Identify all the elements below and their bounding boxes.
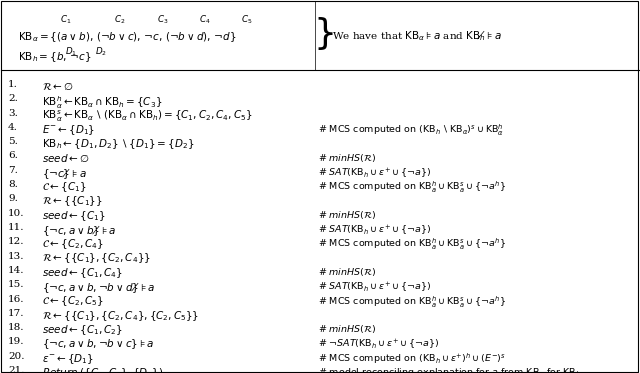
Text: $\# \; \mathit{minHS}(\mathcal{R})$: $\# \; \mathit{minHS}(\mathcal{R})$ (318, 151, 376, 163)
Text: $\# \; \mathit{SAT}(\mathrm{KB}_{h} \cup \epsilon^{+} \cup \{\neg a\})$: $\# \; \mathit{SAT}(\mathrm{KB}_{h} \cup… (318, 280, 431, 294)
Text: $\# \text{ model reconciling explanation for } a \text{ from } \mathrm{KB}_{\alp: $\# \text{ model reconciling explanation… (318, 366, 581, 373)
Text: 10.: 10. (8, 209, 24, 218)
Text: We have that $\mathrm{KB}_{\alpha} \models a$ and $\mathrm{KB}_{h} \not\models a: We have that $\mathrm{KB}_{\alpha} \mode… (332, 29, 502, 43)
Text: $\mathit{seed} \leftarrow \{C_1\}$: $\mathit{seed} \leftarrow \{C_1\}$ (42, 209, 106, 223)
Text: $D_2$: $D_2$ (95, 45, 107, 57)
Text: $\mathit{seed} \leftarrow \{C_1, C_4\}$: $\mathit{seed} \leftarrow \{C_1, C_4\}$ (42, 266, 123, 280)
Text: $\}$: $\}$ (313, 16, 333, 53)
Text: 2.: 2. (8, 94, 18, 103)
Text: 15.: 15. (8, 280, 24, 289)
Text: $\mathrm{KB}_{\alpha}^{s} \leftarrow \mathrm{KB}_{\alpha} \setminus (\mathrm{KB}: $\mathrm{KB}_{\alpha}^{s} \leftarrow \ma… (42, 109, 253, 124)
Text: 14.: 14. (8, 266, 24, 275)
Text: 19.: 19. (8, 338, 24, 347)
Text: $C_3$: $C_3$ (157, 13, 169, 25)
Text: 18.: 18. (8, 323, 24, 332)
Text: $\mathrm{KB}_{h} = \{b,\,\neg c\}$: $\mathrm{KB}_{h} = \{b,\,\neg c\}$ (18, 50, 92, 64)
Text: $\epsilon^{-} \leftarrow \{D_1\}$: $\epsilon^{-} \leftarrow \{D_1\}$ (42, 352, 94, 366)
Text: $\mathcal{C} \leftarrow \{C_1\}$: $\mathcal{C} \leftarrow \{C_1\}$ (42, 180, 86, 194)
Text: 21.: 21. (8, 366, 24, 373)
Text: $\# \; \neg\mathit{SAT}(\mathrm{KB}_{h} \cup \epsilon^{+} \cup \{\neg a\})$: $\# \; \neg\mathit{SAT}(\mathrm{KB}_{h} … (318, 338, 439, 351)
Text: $C_4$: $C_4$ (199, 13, 211, 25)
Text: 8.: 8. (8, 180, 18, 189)
Text: $\{\neg c\} \not\models a$: $\{\neg c\} \not\models a$ (42, 166, 86, 181)
Text: $\# \text{ MCS computed on } \mathrm{KB}_{a}^{h} \cup \mathrm{KB}_{a}^{s} \cup \: $\# \text{ MCS computed on } \mathrm{KB}… (318, 237, 506, 253)
Text: $E^{-} \leftarrow \{D_1\}$: $E^{-} \leftarrow \{D_1\}$ (42, 123, 95, 137)
Text: 7.: 7. (8, 166, 18, 175)
Text: 3.: 3. (8, 109, 18, 117)
Text: $\mathcal{C} \leftarrow \{C_2, C_4\}$: $\mathcal{C} \leftarrow \{C_2, C_4\}$ (42, 237, 104, 251)
Text: $\# \text{ MCS computed on } \mathrm{KB}_{a}^{h} \cup \mathrm{KB}_{a}^{s} \cup \: $\# \text{ MCS computed on } \mathrm{KB}… (318, 295, 506, 310)
Text: $\# \; \mathit{minHS}(\mathcal{R})$: $\# \; \mathit{minHS}(\mathcal{R})$ (318, 266, 376, 278)
Text: $\# \text{ MCS computed on } \mathrm{KB}_{a}^{h} \cup \mathrm{KB}_{a}^{s} \cup \: $\# \text{ MCS computed on } \mathrm{KB}… (318, 180, 506, 195)
Text: $\mathcal{C} \leftarrow \{C_2, C_5\}$: $\mathcal{C} \leftarrow \{C_2, C_5\}$ (42, 295, 104, 308)
Text: $\mathcal{R} \leftarrow \{\{C_1\}, \{C_2, C_4\}\}$: $\mathcal{R} \leftarrow \{\{C_1\}, \{C_2… (42, 252, 151, 266)
Text: 17.: 17. (8, 309, 24, 318)
Text: $\mathcal{R} \leftarrow \{\{C_1\}\}$: $\mathcal{R} \leftarrow \{\{C_1\}\}$ (42, 194, 103, 208)
Text: $\mathrm{KB}_{h} \leftarrow \{D_1, D_2\} \setminus \{D_1\} = \{D_2\}$: $\mathrm{KB}_{h} \leftarrow \{D_1, D_2\}… (42, 137, 195, 151)
Text: $C_1$: $C_1$ (60, 13, 72, 25)
Text: 1.: 1. (8, 80, 18, 89)
Text: 16.: 16. (8, 295, 24, 304)
Text: 12.: 12. (8, 237, 24, 246)
Text: $\{\neg c, a \vee b, \neg b \vee c\} \models a$: $\{\neg c, a \vee b, \neg b \vee c\} \mo… (42, 338, 154, 351)
Text: $\mathit{Return} \; (\{C_1, C_2\}, \{D_1\})$: $\mathit{Return} \; (\{C_1, C_2\}, \{D_1… (42, 366, 163, 373)
Text: $\# \; \mathit{SAT}(\mathrm{KB}_{h} \cup \epsilon^{+} \cup \{\neg a\})$: $\# \; \mathit{SAT}(\mathrm{KB}_{h} \cup… (318, 166, 431, 180)
Text: $\# \; \mathit{minHS}(\mathcal{R})$: $\# \; \mathit{minHS}(\mathcal{R})$ (318, 323, 376, 335)
Text: $\mathit{seed} \leftarrow \emptyset$: $\mathit{seed} \leftarrow \emptyset$ (42, 151, 90, 163)
Text: $\{\neg c, a \vee b\} \not\models a$: $\{\neg c, a \vee b\} \not\models a$ (42, 223, 116, 238)
Text: $\mathit{seed} \leftarrow \{C_1, C_2\}$: $\mathit{seed} \leftarrow \{C_1, C_2\}$ (42, 323, 123, 337)
Text: $\mathrm{KB}_{\alpha} = \{(a \vee b),\,(\neg b \vee c),\,\neg c,\,(\neg b \vee d: $\mathrm{KB}_{\alpha} = \{(a \vee b),\,(… (18, 30, 236, 44)
Text: $\mathcal{R} \leftarrow \emptyset$: $\mathcal{R} \leftarrow \emptyset$ (42, 80, 74, 92)
Text: $D_1$: $D_1$ (65, 45, 77, 57)
Text: $\mathcal{R} \leftarrow \{\{C_1\}, \{C_2, C_4\}, \{C_2, C_5\}\}$: $\mathcal{R} \leftarrow \{\{C_1\}, \{C_2… (42, 309, 199, 323)
Text: $C_5$: $C_5$ (241, 13, 253, 25)
Text: 20.: 20. (8, 352, 24, 361)
Text: $C_2$: $C_2$ (115, 13, 125, 25)
Text: $\# \text{ MCS computed on } (\mathrm{KB}_{h} \setminus \mathrm{KB}_{\alpha})^{s: $\# \text{ MCS computed on } (\mathrm{KB… (318, 123, 504, 138)
Text: 4.: 4. (8, 123, 18, 132)
Text: 13.: 13. (8, 252, 24, 261)
Text: $\{\neg c, a \vee b, \neg b \vee d\} \not\models a$: $\{\neg c, a \vee b, \neg b \vee d\} \no… (42, 280, 156, 295)
Text: $\# \; \mathit{minHS}(\mathcal{R})$: $\# \; \mathit{minHS}(\mathcal{R})$ (318, 209, 376, 221)
Text: 11.: 11. (8, 223, 24, 232)
Text: $\# \; \mathit{SAT}(\mathrm{KB}_{h} \cup \epsilon^{+} \cup \{\neg a\})$: $\# \; \mathit{SAT}(\mathrm{KB}_{h} \cup… (318, 223, 431, 237)
Text: $\# \text{ MCS computed on } (\mathrm{KB}_{h} \cup \epsilon^{+})^{h} \cup (E^{-}: $\# \text{ MCS computed on } (\mathrm{KB… (318, 352, 506, 366)
Text: 5.: 5. (8, 137, 18, 146)
Text: 6.: 6. (8, 151, 18, 160)
Text: $\mathrm{KB}_{\alpha}^{h} \leftarrow \mathrm{KB}_{\alpha} \cap \mathrm{KB}_{h} =: $\mathrm{KB}_{\alpha}^{h} \leftarrow \ma… (42, 94, 163, 111)
Text: 9.: 9. (8, 194, 18, 203)
